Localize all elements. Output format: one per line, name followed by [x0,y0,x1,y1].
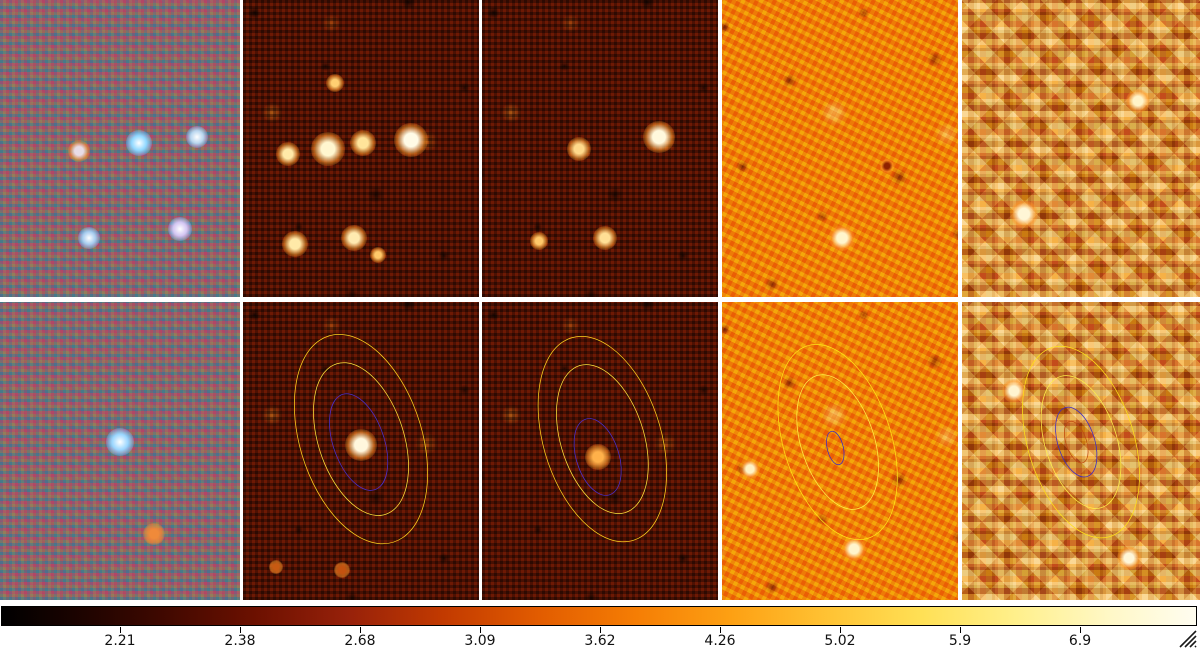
noise-layer-2 [722,302,958,600]
panel-grid [0,0,1200,600]
colorbar-tick-mark [360,627,361,633]
colorbar-ticks: 2.21 2.38 2.68 3.09 3.62 4.26 5.02 5.9 6.9 [0,627,1200,649]
colorbar-area: 2.21 2.38 2.68 3.09 3.62 4.26 5.02 5.9 6.9 [0,605,1200,649]
panel-bottom-band-3 [482,302,718,600]
colorbar-tick-label: 6.9 [1068,633,1092,649]
rgb-noise-layer [0,0,240,297]
noise-layer-2 [482,0,718,297]
colorbar-tick-mark [1080,627,1081,633]
panel-bottom-rgb [0,302,240,600]
noise-layer-0 [962,0,1200,297]
colorbar-tick-mark [480,627,481,633]
panel-bottom-band-5 [962,302,1200,600]
colorbar-tick-mark [960,627,961,633]
colorbar-tick-label: 3.62 [584,633,616,649]
colorbar-tick-label: 4.26 [704,633,736,649]
colorbar-tick-mark [720,627,721,633]
noise-layer-2 [962,302,1200,600]
noise-layer-2 [482,302,718,600]
noise-layer-2 [722,0,958,297]
colorbar-tick-label: 3.09 [464,633,496,649]
panel-bottom-band-4 [722,302,958,600]
noise-layer-2 [243,302,479,600]
panel-top-rgb [0,0,240,297]
colorbar-tick-label: 2.38 [224,633,256,649]
colorbar-tick-mark [600,627,601,633]
colorbar-tick-mark [120,627,121,633]
rgb-noise-layer [0,302,240,600]
colorbar-tick-label: 2.21 [104,633,136,649]
colorbar-tick-mark [240,627,241,633]
panel-bottom-band-2 [243,302,479,600]
colorbar-tick-label: 2.68 [344,633,376,649]
colorbar-tick-label: 5.02 [824,633,856,649]
noise-layer-2 [243,0,479,297]
colorbar-tick-mark [840,627,841,633]
panel-top-band-4 [722,0,958,297]
resize-grip-icon[interactable] [1176,627,1198,649]
panel-top-band-5 [962,0,1200,297]
panel-top-band-2 [243,0,479,297]
colorbar-tick-label: 5.9 [948,633,972,649]
noise-layer-1 [962,0,1200,297]
noise-layer-2 [962,0,1200,297]
intensity-colorbar [1,606,1197,626]
panel-top-band-3 [482,0,718,297]
